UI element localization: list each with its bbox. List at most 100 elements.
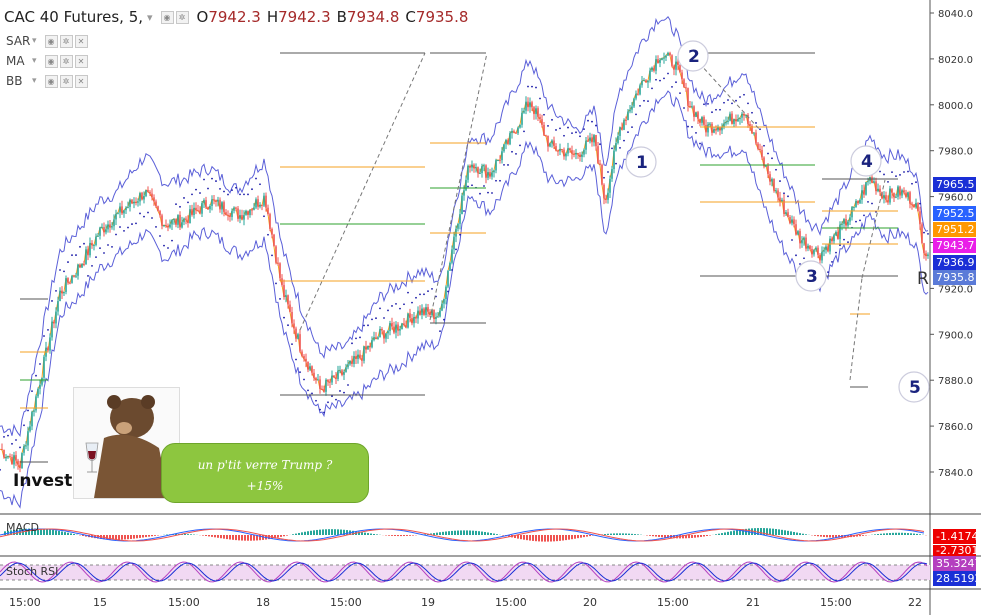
sar-dot	[199, 192, 201, 194]
candle-body	[579, 154, 581, 157]
sar-dot	[243, 193, 245, 196]
chevron-down-icon[interactable]: ▾	[32, 76, 37, 86]
eye-icon[interactable]: ◉	[44, 54, 58, 68]
indicator-sar[interactable]: SAR ▾ ◉ ✲ ✕	[6, 34, 90, 48]
macd-bar	[760, 528, 762, 535]
macd-bar	[283, 535, 285, 537]
candle-body	[263, 195, 265, 206]
candle-body	[871, 176, 873, 183]
candle-body	[171, 219, 173, 225]
candle-body	[147, 189, 149, 192]
candle-body	[259, 204, 261, 207]
candle-body	[595, 135, 597, 147]
gear-icon[interactable]: ✲	[59, 74, 73, 88]
macd-bar	[361, 532, 363, 535]
macd-bar	[637, 534, 639, 535]
bollinger-lower-band	[0, 90, 929, 509]
macd-bar	[766, 528, 768, 535]
macd-bar	[691, 535, 693, 538]
candle-body	[901, 190, 903, 196]
macd-bar	[307, 531, 309, 535]
close-icon[interactable]: ✕	[74, 34, 88, 48]
candle-body	[753, 132, 755, 134]
replay-marker[interactable]: R	[917, 269, 929, 289]
macd-bar	[28, 528, 30, 535]
eye-icon[interactable]: ◉	[160, 10, 174, 24]
sar-dot	[575, 131, 577, 134]
sar-dot	[187, 201, 189, 204]
candle-body	[233, 207, 235, 211]
eye-icon[interactable]: ◉	[44, 74, 58, 88]
sar-dot	[643, 99, 645, 102]
candle-body	[839, 224, 841, 240]
candle-body	[413, 317, 415, 324]
candle-body	[53, 321, 55, 324]
sar-dot	[855, 220, 857, 223]
macd-bar	[304, 531, 306, 535]
candle-body	[637, 93, 639, 95]
candle-body	[75, 275, 77, 277]
high-label: H	[266, 8, 279, 26]
macd-bar	[664, 535, 666, 538]
indicator-bb[interactable]: BB ▾ ◉ ✲ ✕	[6, 74, 90, 88]
macd-bar	[298, 532, 300, 535]
sar-dot	[879, 170, 881, 173]
sar-dot	[791, 239, 793, 241]
sar-dot	[403, 303, 405, 306]
macd-bar	[130, 535, 132, 539]
candle-body	[769, 174, 771, 182]
candle-body	[153, 197, 155, 202]
macd-bar	[514, 535, 516, 539]
sar-dot	[303, 378, 305, 381]
sar-dot	[183, 197, 185, 199]
candle-body	[605, 198, 607, 200]
macd-bar	[574, 535, 576, 539]
indicator-ma[interactable]: MA ▾ ◉ ✲ ✕	[6, 54, 90, 68]
macd-bar	[430, 533, 432, 535]
chevron-down-icon[interactable]: ▾	[32, 36, 37, 46]
gear-icon[interactable]: ✲	[59, 34, 73, 48]
candle-body	[585, 140, 587, 150]
candle-body	[331, 375, 333, 383]
candle-body	[881, 192, 883, 199]
sar-dot	[47, 328, 49, 331]
gear-icon[interactable]: ✲	[59, 54, 73, 68]
macd-bar	[907, 533, 909, 535]
eye-icon[interactable]: ◉	[44, 34, 58, 48]
macd-bar	[661, 535, 663, 538]
chevron-down-icon[interactable]: ▾	[32, 56, 37, 66]
close-icon[interactable]: ✕	[74, 54, 88, 68]
candle-body	[219, 199, 221, 210]
symbol-title[interactable]: CAC 40 Futures, 5,	[4, 8, 143, 26]
candle-body	[345, 367, 347, 372]
sar-dot	[587, 119, 589, 122]
candle-body	[409, 313, 411, 319]
candle-body	[293, 323, 295, 329]
sar-dot	[763, 144, 765, 147]
stoch-k-value: 35.3247	[933, 556, 981, 571]
gear-icon[interactable]: ✲	[175, 10, 189, 24]
sar-dot	[75, 254, 77, 256]
candle-body	[389, 322, 391, 332]
macd-bar	[757, 528, 759, 535]
candle-body	[805, 237, 807, 249]
time-tick-label: 15:00	[9, 596, 41, 609]
macd-bar	[259, 535, 261, 541]
candle-body	[453, 236, 455, 250]
chevron-down-icon[interactable]: ▾	[147, 10, 153, 24]
sar-dot	[231, 189, 233, 192]
candle-body	[765, 165, 767, 167]
sar-dot	[803, 257, 805, 260]
macd-bar	[316, 529, 318, 535]
sar-dot	[399, 307, 401, 310]
macd-bar	[406, 535, 408, 536]
candle-body	[921, 224, 923, 244]
close-icon[interactable]: ✕	[74, 74, 88, 88]
candle-body	[227, 214, 229, 216]
candle-body	[295, 328, 297, 339]
sar-dot	[543, 113, 545, 116]
sar-dot	[371, 318, 373, 321]
candle-body	[815, 247, 817, 250]
sar-dot	[383, 317, 385, 319]
